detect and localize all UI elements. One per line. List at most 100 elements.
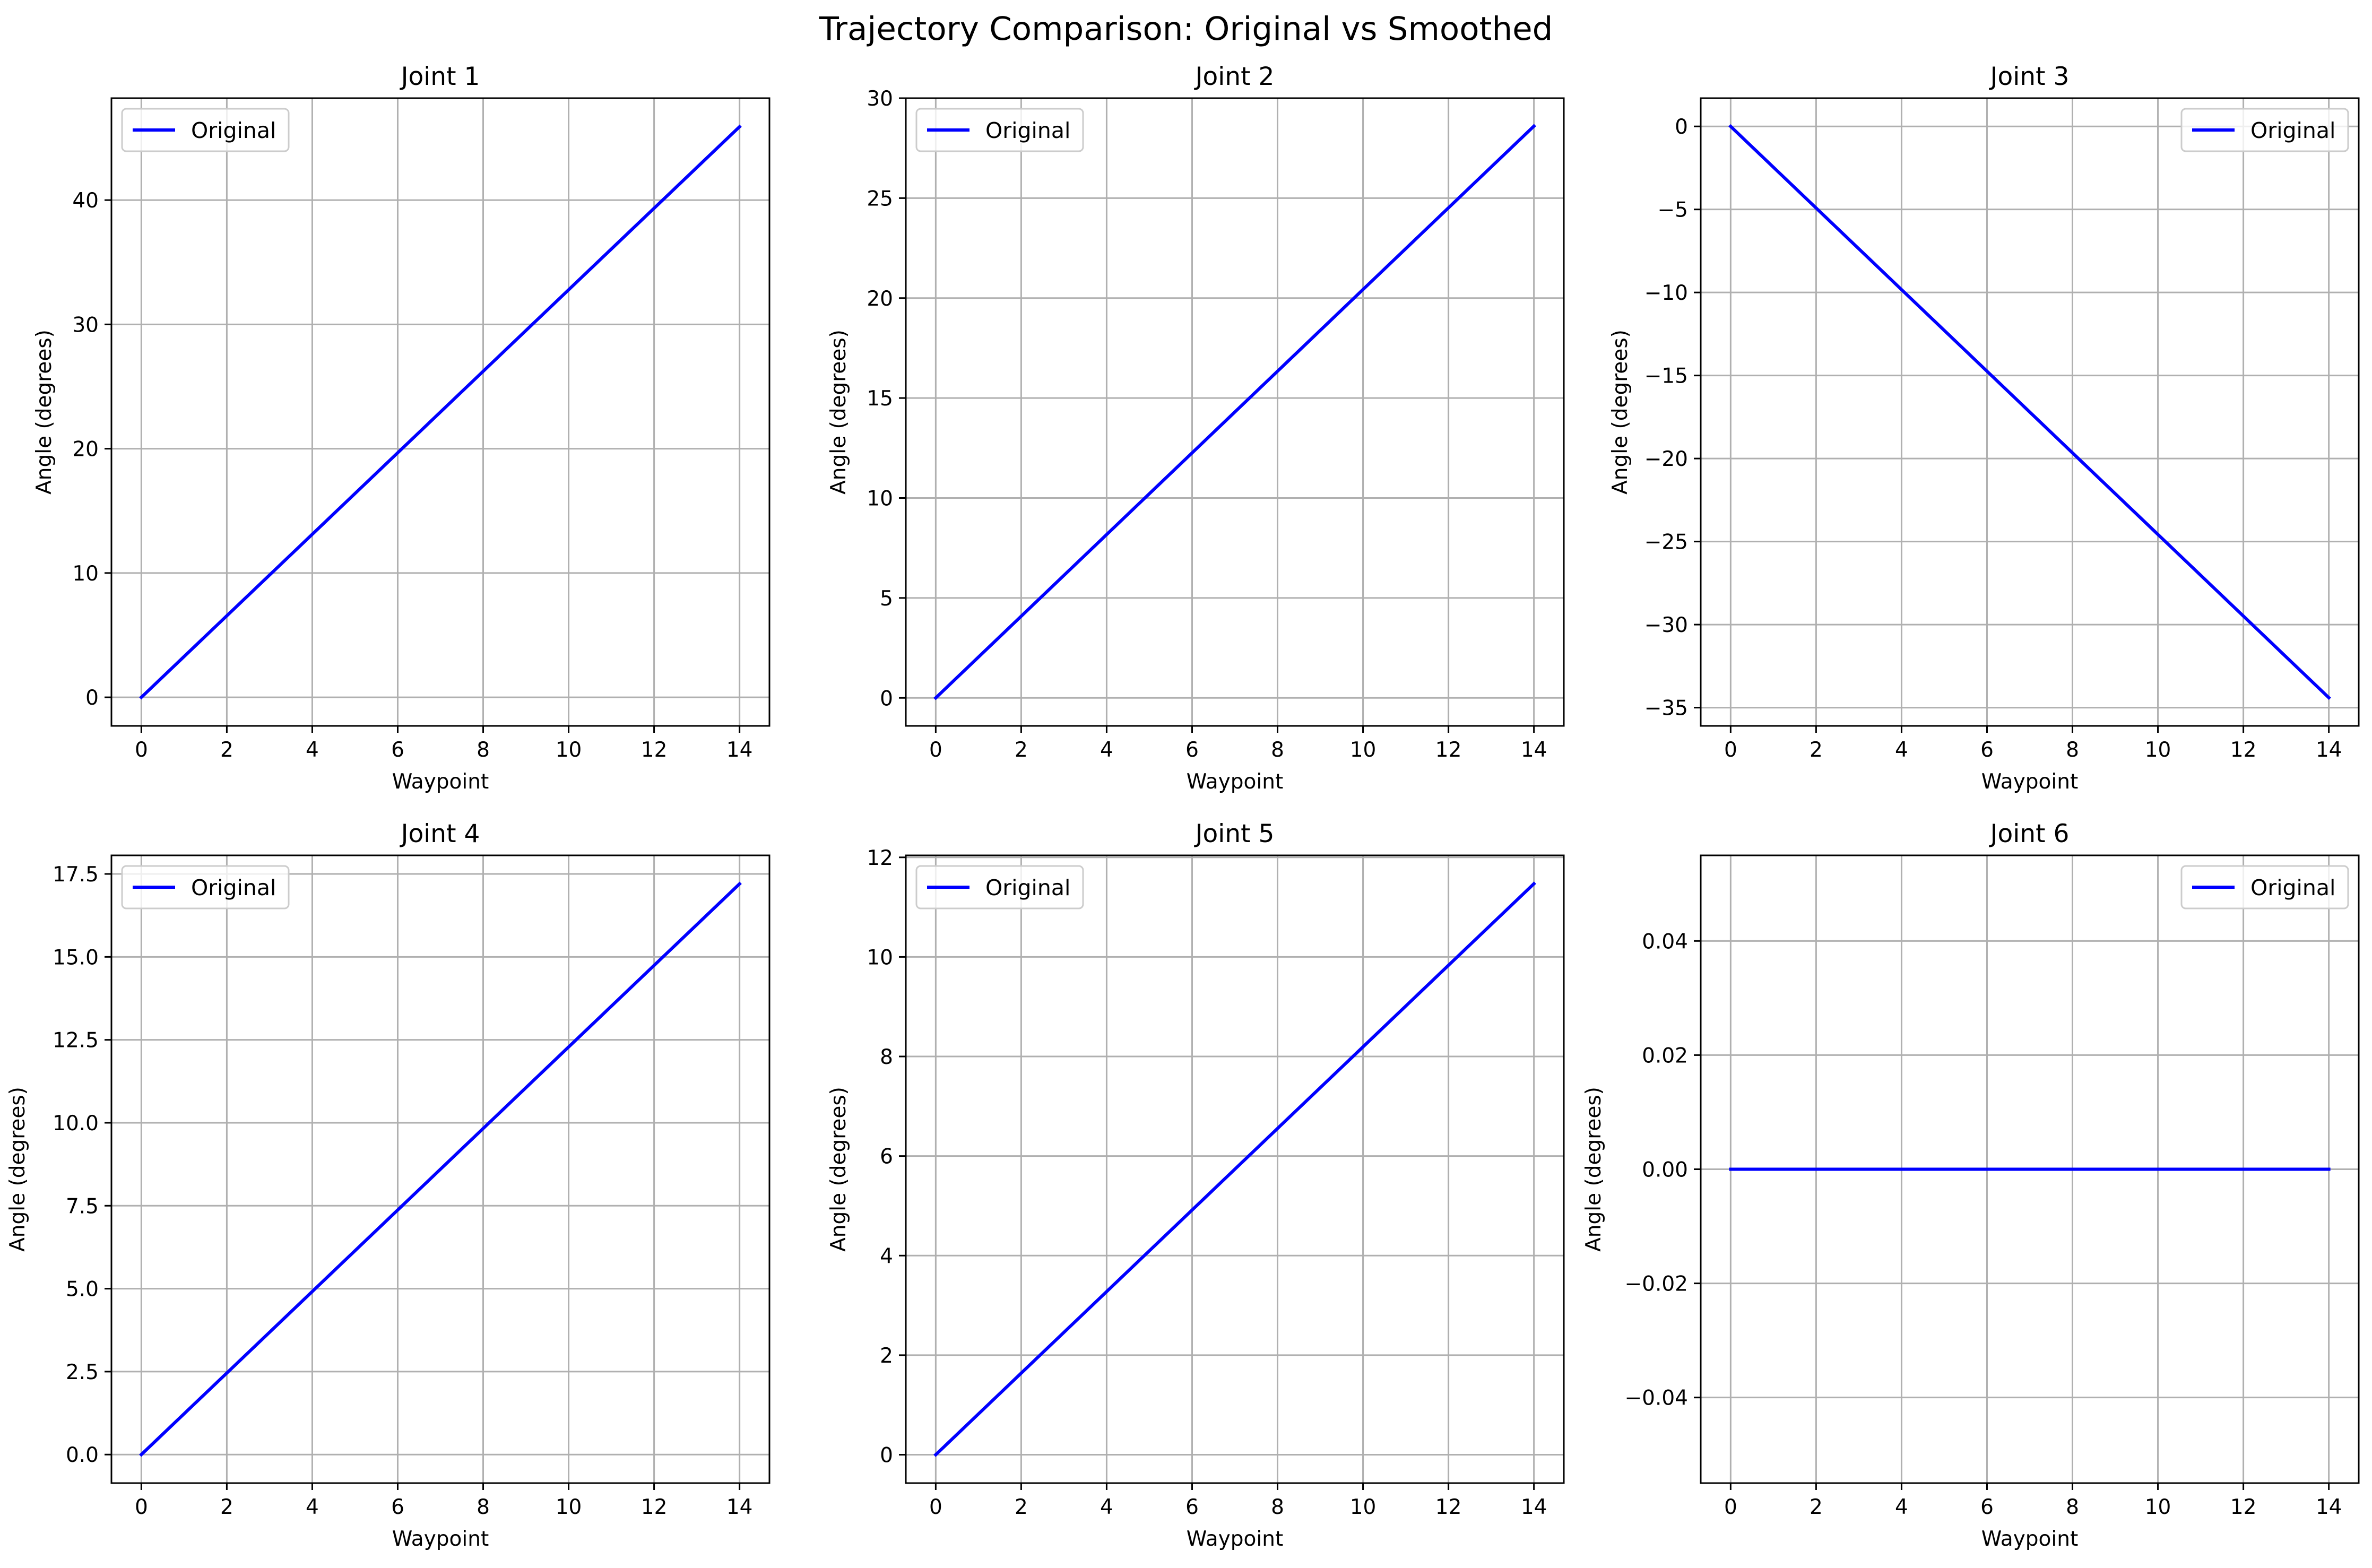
series-line-original: [139, 124, 742, 700]
y-tick-label: 12.5: [53, 1029, 99, 1053]
x-axis-label: Waypoint: [392, 770, 489, 794]
y-tick-label: 15.0: [53, 946, 99, 969]
subplot-5: 0 2 4 6 8 10 12 14 0 2 4 6 8 10 12 Joint 5 Waypoint Angle…: [827, 819, 1565, 1551]
legend-box: [2180, 108, 2349, 152]
y-tick-label: 4: [880, 1244, 893, 1268]
y-axis-label: Angle (degrees): [827, 330, 851, 495]
y-tick-label: 5: [880, 587, 893, 611]
y-tick-label: −15: [1644, 365, 1688, 388]
y-tick-label: 40: [72, 189, 99, 213]
subplot-title: Joint 2: [1194, 62, 1275, 91]
y-tick-label: 2.5: [66, 1361, 99, 1384]
x-axis-label: Waypoint: [1187, 1527, 1284, 1551]
legend: Original: [915, 865, 1084, 909]
legend-label: Original: [985, 118, 1070, 143]
series-line-original: [933, 881, 1536, 1457]
x-tick-label: 0: [1724, 1495, 1737, 1519]
y-tick-label: 0: [880, 687, 893, 711]
x-tick-label: 2: [1015, 738, 1028, 762]
y-tick-label: 20: [72, 438, 99, 462]
axes-frame: [905, 854, 1565, 1484]
subplot-title: Joint 4: [400, 819, 480, 848]
y-tick-label: 5.0: [66, 1278, 99, 1302]
y-tick-label: −10: [1644, 281, 1688, 305]
y-axis-label: Angle (degrees): [827, 1087, 851, 1252]
x-tick-label: 6: [1185, 738, 1199, 762]
y-tick-label: 25: [867, 187, 893, 211]
x-tick-label: 10: [1350, 1495, 1377, 1519]
x-tick-label: 10: [1350, 738, 1377, 762]
x-tick-label: 0: [929, 738, 942, 762]
x-tick-label: 12: [2230, 1495, 2257, 1519]
x-tick-label: 8: [1271, 738, 1284, 762]
x-tick-label: 4: [1100, 1495, 1113, 1519]
y-tick-label: 0.04: [1642, 930, 1688, 954]
x-tick-label: 4: [306, 1495, 319, 1519]
y-tick-label: 0: [85, 686, 99, 710]
series-line-original: [139, 881, 742, 1457]
legend-box: [121, 108, 290, 152]
y-tick-label: −20: [1644, 447, 1688, 471]
x-tick-label: 2: [1810, 738, 1823, 762]
y-tick-label: 20: [867, 287, 893, 311]
x-tick-label: 0: [929, 1495, 942, 1519]
x-tick-label: 2: [1810, 1495, 1823, 1519]
x-tick-label: 8: [1271, 1495, 1284, 1519]
figure-title: Trajectory Comparison: Original vs Smoot…: [819, 10, 1553, 48]
y-tick-label: 10.0: [53, 1112, 99, 1136]
x-tick-label: 2: [220, 738, 233, 762]
legend-box: [121, 865, 290, 909]
x-tick-label: 14: [1521, 738, 1547, 762]
y-axis-label: Angle (degrees): [1608, 330, 1632, 495]
legend-label: Original: [191, 875, 276, 900]
legend: Original: [2180, 865, 2349, 909]
x-tick-label: 4: [1100, 738, 1113, 762]
x-tick-label: 0: [135, 1495, 148, 1519]
series-line-original: [933, 124, 1536, 700]
x-tick-label: 6: [391, 738, 404, 762]
x-tick-label: 12: [1435, 738, 1462, 762]
x-tick-label: 8: [477, 738, 490, 762]
x-tick-label: 12: [1435, 1495, 1462, 1519]
y-tick-label: −0.02: [1624, 1272, 1688, 1296]
y-tick-label: 0.0: [66, 1443, 99, 1467]
subplot-title: Joint 3: [1989, 62, 2070, 91]
y-tick-label: 30: [72, 313, 99, 337]
legend-box: [2180, 865, 2349, 909]
y-tick-label: −5: [1658, 198, 1689, 222]
y-tick-label: 10: [867, 487, 893, 511]
y-axis-label: Angle (degrees): [32, 330, 56, 495]
x-tick-label: 12: [641, 738, 668, 762]
x-tick-label: 4: [1895, 1495, 1908, 1519]
y-tick-label: 17.5: [53, 863, 99, 887]
y-tick-label: −25: [1644, 531, 1688, 555]
axes-frame: [110, 97, 771, 727]
subplot-title: Joint 6: [1989, 819, 2070, 848]
legend: Original: [915, 108, 1084, 152]
y-tick-label: 0: [1675, 115, 1688, 139]
legend-box: [915, 108, 1084, 152]
x-tick-label: 10: [556, 738, 582, 762]
x-tick-label: 0: [1724, 738, 1737, 762]
x-axis-label: Waypoint: [392, 1527, 489, 1551]
legend-label: Original: [2250, 875, 2335, 900]
y-tick-label: −30: [1644, 613, 1688, 637]
series-line-original: [1728, 124, 2331, 700]
x-tick-label: 14: [726, 1495, 753, 1519]
x-tick-label: 2: [1015, 1495, 1028, 1519]
y-axis-label: Angle (degrees): [6, 1087, 30, 1252]
subplot-2: 0 2 4 6 8 10 12 14 0 5 10 15 20 25 30 Joint 2 Waypoint An…: [827, 62, 1565, 794]
legend-label: Original: [2250, 118, 2335, 143]
y-tick-label: 7.5: [66, 1194, 99, 1218]
x-tick-label: 6: [1980, 1495, 1994, 1519]
axes-frame: [110, 854, 771, 1484]
x-tick-label: 14: [2316, 1495, 2342, 1519]
legend: Original: [2180, 108, 2349, 152]
y-tick-label: 15: [867, 387, 893, 411]
y-tick-label: −35: [1644, 697, 1688, 721]
subplot-3: 0 2 4 6 8 10 12 14 0 −5 −10 −15 −20 −25 −30 −35 Joint 3 W…: [1608, 62, 2360, 794]
x-tick-label: 0: [135, 738, 148, 762]
x-axis-label: Waypoint: [1981, 770, 2079, 794]
x-tick-label: 4: [1895, 738, 1908, 762]
